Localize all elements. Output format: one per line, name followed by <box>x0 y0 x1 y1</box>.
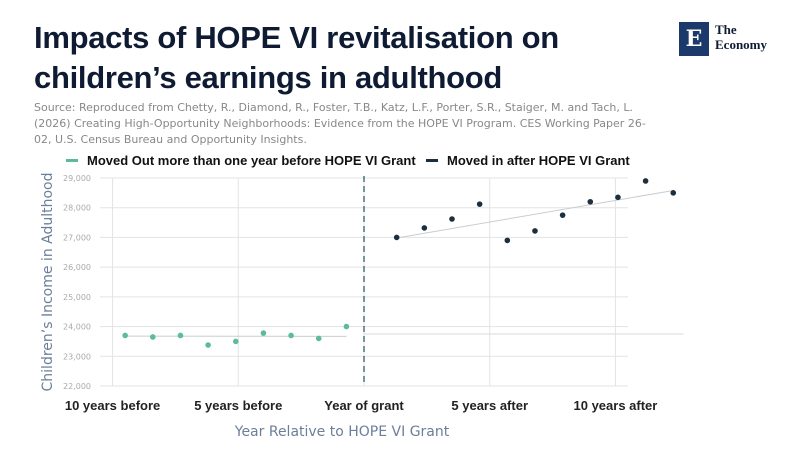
data-point-moved-out <box>343 323 350 330</box>
data-point-moved-in <box>504 237 511 244</box>
data-point-moved-in <box>559 212 566 218</box>
x-tick-label: 5 years before <box>194 398 282 413</box>
data-point-moved-in <box>587 198 594 205</box>
legend-label-moved-out: Moved Out more than one year before HOPE… <box>87 153 416 168</box>
data-point-moved-in <box>421 225 428 231</box>
y-axis-title: Children’s Income in Adulthood <box>40 173 56 392</box>
data-point-moved-out <box>205 342 211 348</box>
data-point-moved-in <box>532 228 538 234</box>
the-economy-logo[interactable]: E The Economy <box>679 22 767 56</box>
y-tick-label: 29,000 <box>63 174 91 183</box>
legend-item-moved-in: Moved in after HOPE VI Grant <box>426 153 630 168</box>
data-point-moved-out <box>232 338 239 345</box>
x-axis-title: Year Relative to HOPE VI Grant <box>234 424 450 440</box>
legend-swatch-moved-in <box>426 159 438 162</box>
y-tick-label: 24,000 <box>63 323 91 332</box>
data-point-moved-out <box>122 332 128 339</box>
logo-line-1: The <box>715 22 737 37</box>
data-point-moved-in <box>476 201 483 207</box>
data-point-moved-out <box>315 335 322 342</box>
data-point-moved-in <box>393 234 400 241</box>
data-point-moved-in <box>449 216 455 222</box>
x-tick-label: Year of grant <box>324 398 404 413</box>
data-point-moved-out <box>177 332 184 339</box>
data-point-moved-out <box>260 330 267 336</box>
data-point-moved-in <box>615 194 621 201</box>
y-tick-label: 28,000 <box>63 204 91 213</box>
y-tick-label: 26,000 <box>63 263 91 272</box>
data-point-moved-in <box>642 178 649 184</box>
data-point-moved-out <box>288 332 294 339</box>
data-point-moved-out <box>150 334 156 340</box>
logo-mark-icon: E <box>679 22 709 56</box>
chart-title: Impacts of HOPE VI revitalisation on chi… <box>34 18 634 98</box>
title-line-1: Impacts of HOPE VI revitalisation on <box>34 20 559 55</box>
y-tick-label: 23,000 <box>63 352 91 361</box>
data-point-moved-in <box>670 190 677 196</box>
trend-line-moved-in <box>396 189 674 239</box>
y-tick-label: 27,000 <box>63 233 91 242</box>
legend-swatch-moved-out <box>66 159 78 162</box>
x-tick-label: 10 years after <box>574 398 658 413</box>
title-line-2: children’s earnings in adulthood <box>34 60 503 95</box>
source-note: Source: Reproduced from Chetty, R., Diam… <box>34 101 646 146</box>
y-tick-label: 25,000 <box>63 293 91 302</box>
chart-legend: Moved Out more than one year before HOPE… <box>0 153 800 173</box>
legend-label-moved-in: Moved in after HOPE VI Grant <box>447 153 630 168</box>
x-tick-label: 10 years before <box>65 398 160 413</box>
x-tick-label: 5 years after <box>451 398 528 413</box>
legend-item-moved-out: Moved Out more than one year before HOPE… <box>66 153 416 168</box>
logo-wordmark: The Economy <box>715 22 767 52</box>
logo-line-2: Economy <box>715 37 767 52</box>
y-tick-label: 22,000 <box>63 382 91 391</box>
